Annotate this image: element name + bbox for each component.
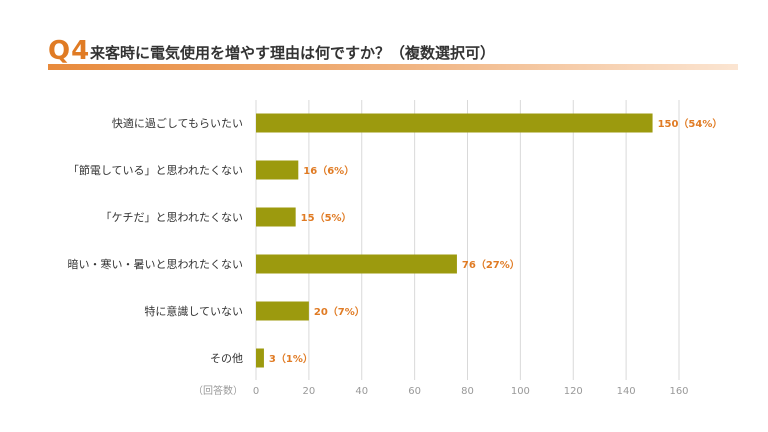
bar [256, 254, 457, 274]
x-tick-label: 60 [408, 386, 421, 397]
category-label: 快適に過ごしてもらいたい [112, 116, 243, 130]
category-label: 暗い・寒い・暑いと思われたくない [68, 257, 243, 271]
x-tick-label: 20 [303, 386, 316, 397]
data-label: 150（54%） [658, 117, 723, 130]
data-label: 3（1%） [269, 352, 313, 365]
x-tick-label: 160 [669, 386, 688, 397]
data-label: 16（6%） [303, 164, 354, 177]
category-label: その他 [210, 352, 243, 365]
question-number: Q4 [48, 36, 91, 66]
bar [256, 348, 264, 368]
x-tick-label: 140 [617, 386, 636, 397]
category-label: 特に意識していない [144, 304, 243, 318]
chart-header: Q4 来客時に電気使用を増やす理由は何ですか？（複数選択可） [48, 30, 738, 70]
x-tick-label: 80 [461, 386, 474, 397]
question-title: 来客時に電気使用を増やす理由は何ですか？（複数選択可） [90, 44, 496, 62]
category-label: 「節電している」と思われたくない [68, 163, 243, 177]
category-label: 「ケチだ」と思われたくない [101, 211, 243, 224]
bar [256, 301, 309, 321]
header-underline [48, 64, 738, 70]
data-label: 20（7%） [314, 305, 365, 318]
bar [256, 160, 299, 180]
x-tick-label: 40 [355, 386, 368, 397]
x-tick-label: 100 [511, 386, 530, 397]
bar [256, 207, 296, 227]
x-tick-label: 0 [253, 386, 259, 397]
x-axis-unit-label: （回答数） [193, 384, 243, 397]
data-label: 76（27%） [462, 258, 520, 271]
data-label: 15（5%） [301, 211, 352, 224]
bar [256, 113, 653, 133]
x-tick-label: 120 [564, 386, 583, 397]
